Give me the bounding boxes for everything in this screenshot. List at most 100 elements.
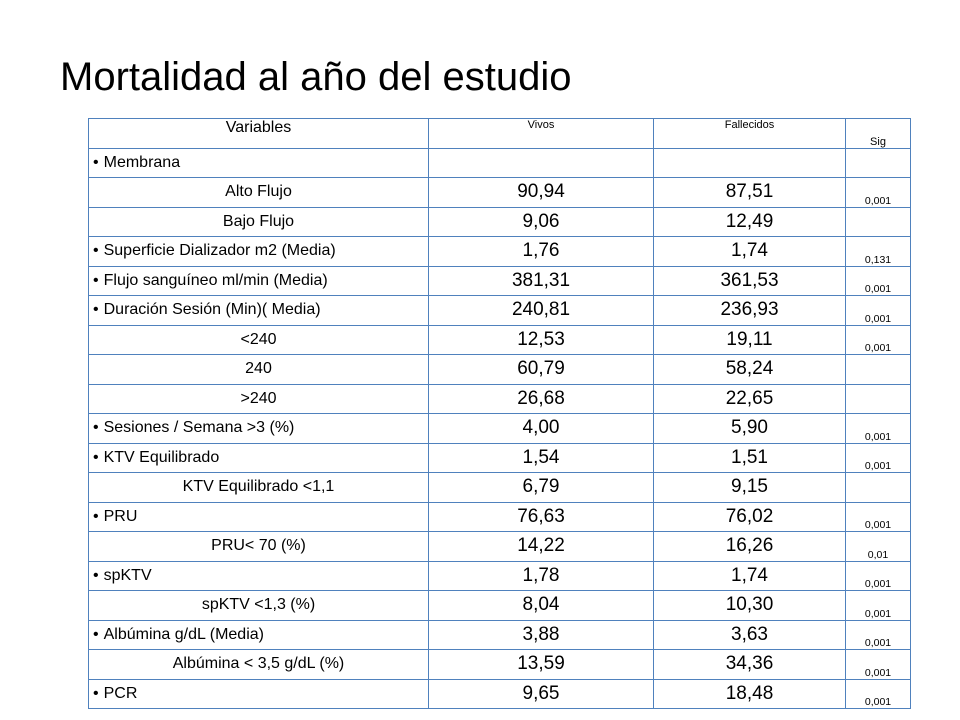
fallecidos-cell: 5,90 (653, 413, 846, 444)
sig-cell: 0,001 (845, 413, 911, 444)
vivos-cell: 60,79 (428, 354, 654, 385)
fallecidos-cell: 18,48 (653, 678, 846, 709)
sig-cell: 0,001 (845, 678, 911, 709)
sig-cell: 0,001 (845, 442, 911, 473)
table-row: spKTV <1,3 (%) 8,04 10,30 0,001 (88, 590, 911, 621)
vivos-cell: 1,78 (428, 560, 654, 591)
variable-cell: spKTV (88, 560, 429, 591)
table-row: Duración Sesión (Min)( Media)240,81236,9… (88, 295, 911, 326)
variable-cell: Albúmina g/dL (Media) (88, 619, 429, 650)
variable-cell: KTV Equilibrado (88, 442, 429, 473)
header-fallecidos: Fallecidos (653, 118, 846, 149)
variable-cell: PRU (88, 501, 429, 532)
table-header-row: Variables Vivos Fallecidos Sig (88, 118, 911, 149)
vivos-cell: 3,88 (428, 619, 654, 650)
fallecidos-cell: 58,24 (653, 354, 846, 385)
vivos-cell: 90,94 (428, 177, 654, 208)
fallecidos-cell: 361,53 (653, 265, 846, 296)
variable-cell: PRU< 70 (%) (88, 531, 429, 562)
vivos-cell: 12,53 (428, 324, 654, 355)
header-vivos: Vivos (428, 118, 654, 149)
fallecidos-cell: 12,49 (653, 206, 846, 237)
sig-cell: 0,001 (845, 324, 911, 355)
sig-cell (845, 206, 911, 237)
fallecidos-cell: 19,11 (653, 324, 846, 355)
variable-cell: Alto Flujo (88, 177, 429, 208)
fallecidos-cell: 16,26 (653, 531, 846, 562)
vivos-cell: 26,68 (428, 383, 654, 414)
variable-cell: PCR (88, 678, 429, 709)
fallecidos-cell: 1,74 (653, 560, 846, 591)
sig-cell: 0,01 (845, 531, 911, 562)
sig-cell: 0,131 (845, 236, 911, 267)
variable-cell: Sesiones / Semana >3 (%) (88, 413, 429, 444)
vivos-cell: 381,31 (428, 265, 654, 296)
table-row: Albúmina < 3,5 g/dL (%) 13,59 34,36 0,001 (88, 649, 911, 680)
sig-cell: 0,001 (845, 177, 911, 208)
vivos-cell: 9,06 (428, 206, 654, 237)
sig-cell: 0,001 (845, 295, 911, 326)
table-row: Superficie Dializador m2 (Media)1,761,74… (88, 236, 911, 267)
fallecidos-cell: 34,36 (653, 649, 846, 680)
variable-cell: Flujo sanguíneo ml/min (Media) (88, 265, 429, 296)
fallecidos-cell: 22,65 (653, 383, 846, 414)
sig-cell: 0,001 (845, 590, 911, 621)
vivos-cell: 9,65 (428, 678, 654, 709)
sig-cell: 0,001 (845, 265, 911, 296)
sig-cell: 0,001 (845, 619, 911, 650)
variable-cell: Albúmina < 3,5 g/dL (%) (88, 649, 429, 680)
variable-cell: Membrana (88, 147, 429, 178)
fallecidos-cell: 76,02 (653, 501, 846, 532)
variable-cell: spKTV <1,3 (%) (88, 590, 429, 621)
vivos-cell: 1,54 (428, 442, 654, 473)
vivos-cell (428, 147, 654, 178)
table-row: 240 60,79 58,24 (88, 354, 911, 385)
variable-cell: <240 (88, 324, 429, 355)
sig-cell: 0,001 (845, 649, 911, 680)
variable-cell: Bajo Flujo (88, 206, 429, 237)
variable-cell: Duración Sesión (Min)( Media) (88, 295, 429, 326)
slide-title: Mortalidad al año del estudio (60, 55, 572, 99)
fallecidos-cell: 87,51 (653, 177, 846, 208)
fallecidos-cell: 236,93 (653, 295, 846, 326)
fallecidos-cell: 10,30 (653, 590, 846, 621)
vivos-cell: 8,04 (428, 590, 654, 621)
sig-cell (845, 383, 911, 414)
fallecidos-cell: 3,63 (653, 619, 846, 650)
vivos-cell: 4,00 (428, 413, 654, 444)
variable-cell: >240 (88, 383, 429, 414)
fallecidos-cell: 9,15 (653, 472, 846, 503)
table-row: Albúmina g/dL (Media)3,883,630,001 (88, 619, 911, 650)
vivos-cell: 1,76 (428, 236, 654, 267)
sig-cell: 0,001 (845, 501, 911, 532)
table-row: Alto Flujo 90,94 87,51 0,001 (88, 177, 911, 208)
variable-cell: 240 (88, 354, 429, 385)
table-row: Bajo Flujo 9,06 12,49 (88, 206, 911, 237)
fallecidos-cell (653, 147, 846, 178)
vivos-cell: 6,79 (428, 472, 654, 503)
sig-cell (845, 472, 911, 503)
vivos-cell: 240,81 (428, 295, 654, 326)
sig-cell (845, 354, 911, 385)
fallecidos-cell: 1,74 (653, 236, 846, 267)
vivos-cell: 76,63 (428, 501, 654, 532)
fallecidos-cell: 1,51 (653, 442, 846, 473)
sig-cell: 0,001 (845, 560, 911, 591)
mortality-table: Variables Vivos Fallecidos Sig MembranaA… (88, 118, 911, 709)
header-sig: Sig (845, 118, 911, 149)
table-row: >240 26,68 22,65 (88, 383, 911, 414)
vivos-cell: 13,59 (428, 649, 654, 680)
sig-cell (845, 147, 911, 178)
table-row: Flujo sanguíneo ml/min (Media)381,31361,… (88, 265, 911, 296)
header-variables: Variables (88, 118, 429, 149)
table-row: KTV Equilibrado <1,1 6,79 9,15 (88, 472, 911, 503)
table-row: <240 12,53 19,11 0,001 (88, 324, 911, 355)
vivos-cell: 14,22 (428, 531, 654, 562)
table-row: Membrana (88, 147, 911, 178)
variable-cell: KTV Equilibrado <1,1 (88, 472, 429, 503)
